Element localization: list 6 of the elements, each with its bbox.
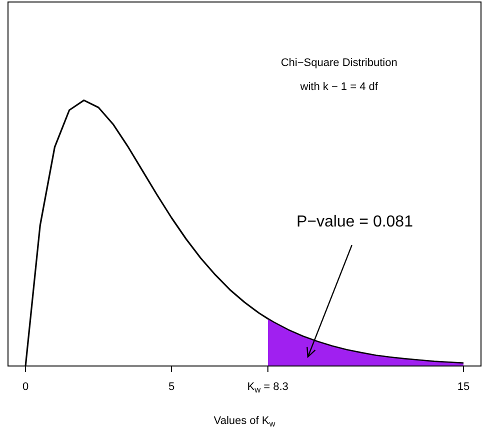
x-tick-label: 15 bbox=[457, 381, 470, 394]
x-tick-label: 0 bbox=[22, 381, 29, 394]
chart-subtitle: with k − 1 = 4 df bbox=[299, 81, 379, 94]
chart-title: Chi−Square Distribution bbox=[280, 57, 398, 70]
annotation: P−value = 0.081 bbox=[296, 213, 414, 230]
x-tick-label: 5 bbox=[168, 381, 175, 394]
